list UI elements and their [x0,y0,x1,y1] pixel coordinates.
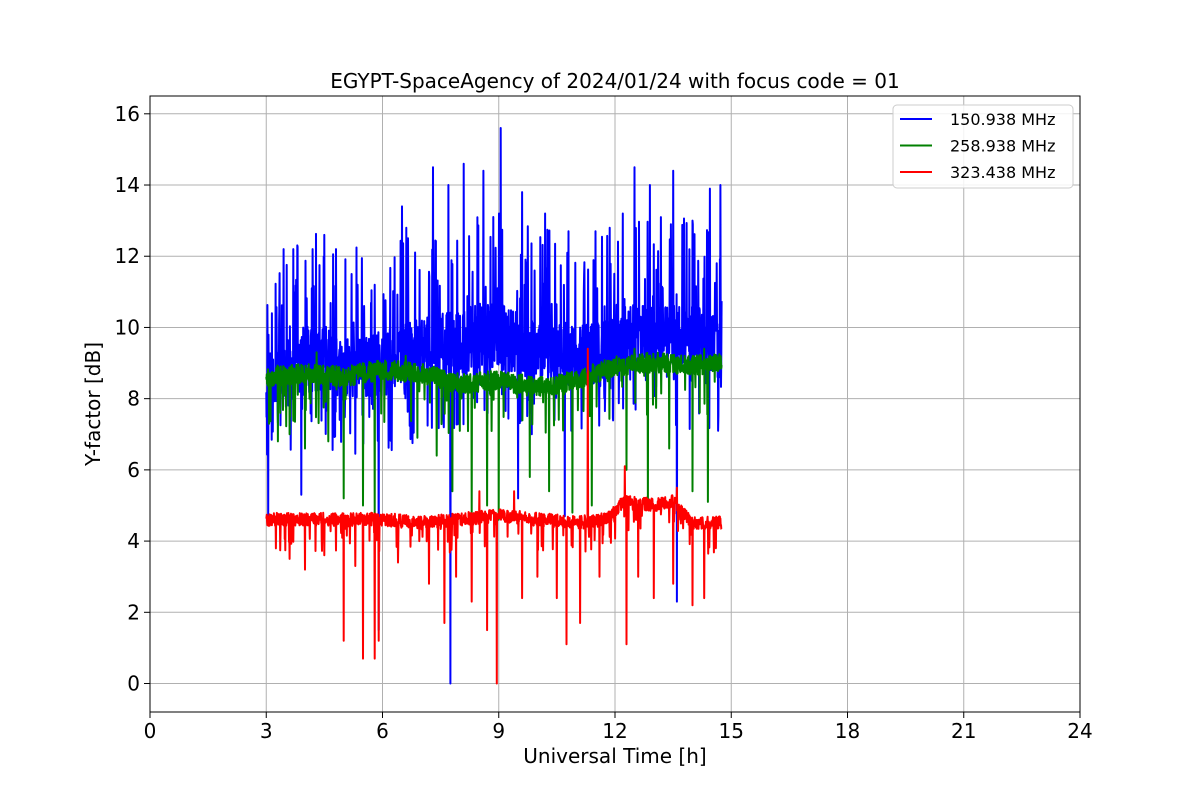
x-tick-label: 21 [951,719,976,743]
legend-label: 323.438 MHz [950,163,1055,182]
legend: 150.938 MHz 258.938 MHz 323.438 MHz [892,104,1074,189]
legend-label: 258.938 MHz [950,137,1055,156]
x-tick-label: 15 [719,719,744,743]
x-tick-label: 18 [835,719,860,743]
plot-area [265,127,723,685]
x-tick-label: 24 [1067,719,1092,743]
x-tick-label: 12 [602,719,627,743]
legend-label: 150.938 MHz [950,110,1055,129]
y-tick-label: 2 [127,600,140,624]
chart-title: EGYPT-SpaceAgency of 2024/01/24 with foc… [330,69,899,93]
series-line-2 [265,347,723,521]
x-tick-label: 0 [144,719,157,743]
x-tick-label: 9 [492,719,505,743]
legend-box [892,104,1074,189]
y-tick-label: 12 [115,244,140,268]
x-tick-label: 6 [376,719,389,743]
series-line-1 [265,127,723,685]
y-tick-label: 8 [127,387,140,411]
y-axis-label: Y-factor [dB] [81,342,105,467]
y-tick-label: 14 [115,173,140,197]
y-tick-label: 10 [115,315,140,339]
x-tick-label: 3 [260,719,273,743]
y-tick-label: 16 [115,102,140,126]
y-tick-label: 4 [127,529,140,553]
x-axis-label: Universal Time [h] [523,744,706,768]
y-tick-label: 6 [127,458,140,482]
y-tick-label: 0 [127,672,140,696]
series-line-3 [265,347,723,685]
